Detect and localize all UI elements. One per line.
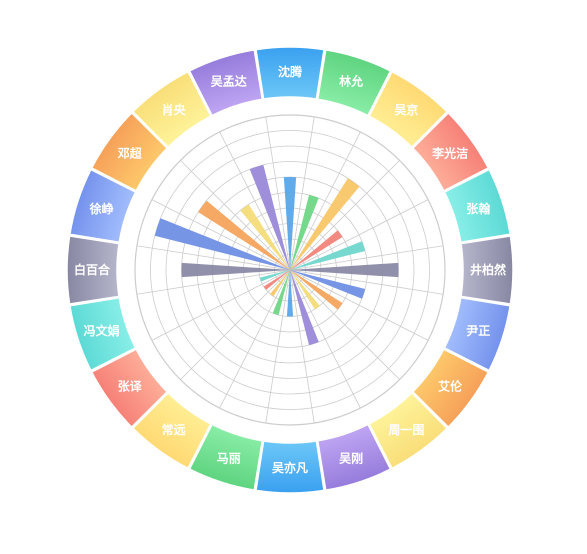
ring-segment-6 — [443, 296, 511, 372]
ring-segment-10 — [255, 440, 325, 494]
category-label-13: 张译 — [118, 378, 143, 393]
grid-spoke-5 — [289, 269, 444, 295]
category-label-11: 马丽 — [217, 451, 241, 465]
bar-11 — [272, 270, 290, 316]
bar-19 — [249, 164, 290, 270]
category-label-14: 冯文娟 — [84, 323, 120, 338]
bar-9 — [290, 270, 319, 346]
ring-segment-2 — [368, 70, 449, 149]
bar-0 — [283, 176, 297, 270]
ring-segment-0 — [255, 46, 325, 100]
grid-spoke-0 — [289, 116, 315, 271]
category-label-7: 艾伦 — [438, 378, 463, 393]
ring-segment-9 — [316, 423, 392, 491]
category-label-4: 张翰 — [466, 201, 490, 216]
grid-spoke-16 — [151, 199, 291, 271]
grid-spoke-11 — [219, 269, 291, 409]
bar-8 — [290, 270, 320, 310]
bar-series — [154, 164, 399, 346]
ring-segment-17 — [90, 111, 169, 192]
category-label-19: 吴孟达 — [211, 74, 247, 89]
grid-spoke-3 — [289, 199, 429, 271]
bar-16 — [154, 218, 290, 270]
ring-segment-11 — [188, 423, 264, 491]
bar-5 — [290, 262, 399, 278]
ring-segment-12 — [131, 391, 212, 470]
bar-17 — [198, 200, 290, 270]
category-label-1: 林允 — [339, 74, 363, 89]
bar-13 — [263, 270, 290, 290]
bar-18 — [240, 204, 290, 270]
category-label-9: 吴刚 — [339, 451, 363, 465]
grid-ring-9 — [150, 130, 430, 410]
bar-1 — [290, 194, 319, 270]
category-label-0: 沈腾 — [278, 64, 303, 79]
category-label-3: 李光洁 — [431, 146, 468, 161]
grid-spoke-18 — [219, 131, 291, 271]
grid-spoke-6 — [289, 269, 429, 341]
category-label-12: 常远 — [162, 422, 186, 437]
ring-segment-3 — [411, 111, 490, 192]
grid-spoke-14 — [136, 269, 291, 295]
category-ring — [66, 46, 514, 494]
ring-segment-14 — [69, 296, 137, 372]
grid-spoke-2 — [289, 160, 400, 271]
bar-12 — [270, 270, 290, 297]
grid-spoke-9 — [289, 269, 315, 424]
grid-spoke-10 — [265, 269, 291, 424]
ring-segment-16 — [69, 168, 137, 244]
grid-spoke-8 — [289, 269, 361, 409]
grid-spoke-17 — [180, 160, 291, 271]
grid-spoke-1 — [289, 131, 361, 271]
grid-spoke-4 — [289, 245, 444, 271]
ring-segment-7 — [411, 348, 490, 429]
grid-spoke-19 — [265, 116, 291, 271]
ring-segment-1 — [316, 49, 392, 117]
ring-segment-19 — [188, 49, 264, 117]
grid-spoke-12 — [180, 269, 291, 380]
ring-segment-8 — [368, 391, 449, 470]
category-label-2: 吴京 — [394, 102, 418, 117]
category-label-10: 吴亦凡 — [272, 460, 308, 475]
category-label-8: 周一围 — [388, 422, 424, 437]
bar-15 — [181, 262, 290, 278]
category-label-16: 徐峥 — [89, 201, 114, 216]
grid-spoke-15 — [136, 245, 291, 271]
category-label-18: 肖央 — [162, 102, 187, 117]
category-label-6: 尹正 — [466, 324, 490, 338]
grid-spoke-7 — [289, 269, 400, 380]
ring-segment-18 — [131, 70, 212, 149]
bar-3 — [290, 230, 343, 270]
bar-2 — [290, 178, 360, 270]
ring-segment-13 — [90, 348, 169, 429]
bar-14 — [259, 270, 290, 282]
bar-4 — [290, 241, 366, 270]
grid-ring-8 — [165, 145, 415, 395]
bar-6 — [290, 270, 366, 299]
ring-segment-15 — [66, 235, 120, 305]
ring-segment-4 — [443, 168, 511, 244]
grid-ring-10 — [134, 114, 446, 426]
category-label-15: 白百合 — [74, 262, 111, 277]
ring-segment-5 — [460, 235, 514, 305]
category-label-5: 井柏然 — [470, 262, 506, 277]
category-label-17: 邓超 — [118, 146, 143, 161]
bar-7 — [290, 270, 343, 310]
bar-10 — [286, 270, 294, 317]
grid-spoke-13 — [151, 269, 291, 341]
